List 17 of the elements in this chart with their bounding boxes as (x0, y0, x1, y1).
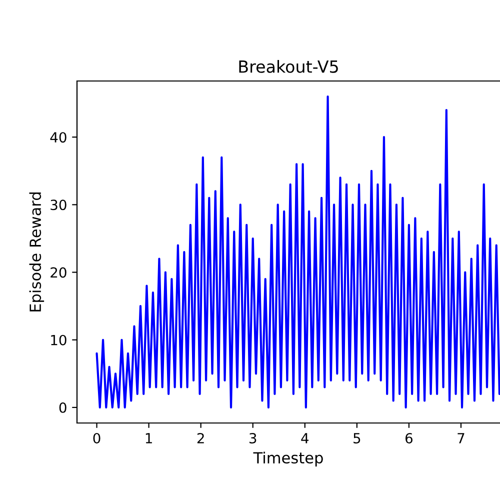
x-tick-label: 7 (458, 433, 464, 444)
x-tick-label: 0 (93, 432, 100, 444)
y-tick-label: 30 (50, 200, 66, 210)
y-tick-label: 20 (50, 267, 66, 278)
x-tick-label: 6 (406, 432, 412, 444)
x-tick-label: 5 (354, 433, 360, 444)
x-tick-label: 3 (250, 432, 256, 444)
x-tick-label: 4 (301, 433, 309, 444)
line-series (96, 96, 500, 408)
y-tick-label: 10 (51, 334, 66, 346)
x-tick-label: 2 (197, 432, 204, 444)
y-tick-label: 40 (50, 132, 66, 143)
x-axis-title: Timestep (253, 452, 323, 467)
y-tick-label: 0 (59, 402, 66, 413)
y-axis-title: Episode Reward (29, 192, 44, 312)
x-tick-label: 1 (146, 433, 152, 444)
chart-title: Breakout-V5 (239, 60, 338, 73)
